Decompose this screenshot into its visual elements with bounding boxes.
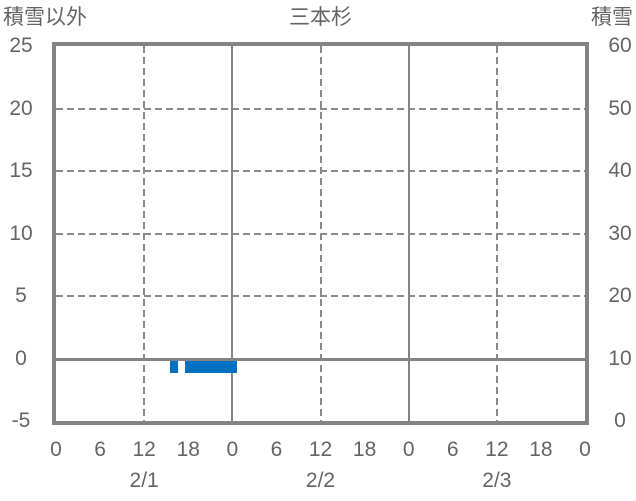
data-bar xyxy=(213,360,222,373)
gridline-horizontal-dashed xyxy=(56,295,585,297)
hour-tick-label: 0 xyxy=(50,438,62,461)
right-axis-tick-label: 40 xyxy=(608,159,632,182)
hour-tick-label: 12 xyxy=(485,438,509,461)
right-axis-tick-label: 0 xyxy=(614,409,626,432)
gridline-horizontal-dashed xyxy=(56,232,585,235)
data-bar xyxy=(221,360,230,373)
data-bar xyxy=(191,360,200,373)
zero-line xyxy=(56,357,585,361)
hour-tick-label: 6 xyxy=(270,438,283,461)
left-axis-title: 積雪以外 xyxy=(3,6,87,29)
data-bar xyxy=(184,360,193,373)
hour-tick-label: 0 xyxy=(226,438,239,461)
right-axis-tick-label: 50 xyxy=(608,96,632,120)
hour-tick-label: 6 xyxy=(94,438,106,461)
hour-tick-label: 12 xyxy=(308,438,333,461)
left-axis-tick-label: 10 xyxy=(9,221,33,245)
gridline-horizontal-dashed xyxy=(56,170,585,172)
left-axis-tick-label: 25 xyxy=(9,34,33,57)
hour-tick-label: 6 xyxy=(446,438,459,461)
right-axis-tick-label: 60 xyxy=(608,34,632,57)
left-axis-tick-label: 20 xyxy=(9,96,33,120)
date-label: 2/1 xyxy=(129,469,159,492)
right-axis-tick-label: 20 xyxy=(608,284,632,307)
chart-title: 三本杉 xyxy=(289,6,352,29)
right-axis-title: 積雪 xyxy=(591,6,633,29)
hour-tick-label: 12 xyxy=(132,438,156,461)
data-bar xyxy=(228,360,237,373)
date-label: 2/2 xyxy=(305,469,336,492)
data-bar xyxy=(206,360,215,373)
left-axis-tick-label: 15 xyxy=(9,159,33,182)
left-axis-tick-label: 5 xyxy=(15,284,27,307)
data-bar xyxy=(199,360,208,373)
hour-tick-label: 18 xyxy=(176,438,200,461)
hour-tick-label: 0 xyxy=(402,438,415,461)
date-label: 2/3 xyxy=(482,469,512,492)
hour-tick-label: 0 xyxy=(579,438,591,461)
hour-tick-label: 18 xyxy=(529,438,553,461)
data-bar xyxy=(169,360,178,373)
hour-tick-label: 18 xyxy=(352,438,377,461)
gridline-horizontal-dashed xyxy=(56,107,585,110)
right-axis-tick-label: 30 xyxy=(608,221,632,245)
left-axis-tick-label: 0 xyxy=(15,346,27,370)
right-axis-tick-label: 10 xyxy=(608,346,632,370)
left-axis-tick-label: -5 xyxy=(11,409,31,432)
